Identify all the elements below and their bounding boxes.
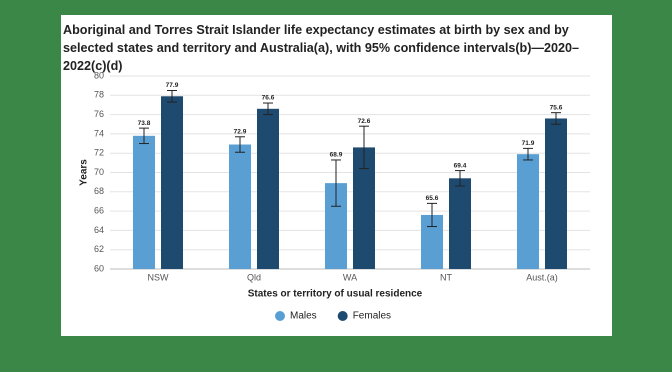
value-label: 73.8	[138, 120, 151, 127]
y-tick-label: 74	[94, 128, 104, 138]
value-label: 77.9	[166, 82, 179, 89]
bar	[325, 183, 347, 269]
x-tick-label: NT	[440, 272, 452, 282]
y-tick-label: 60	[94, 263, 104, 273]
y-tick-label: 62	[94, 244, 104, 254]
value-label: 68.9	[330, 152, 343, 159]
y-tick-label: 64	[94, 225, 104, 235]
bar	[449, 178, 471, 269]
error-bar	[455, 170, 465, 187]
error-bar	[263, 102, 273, 116]
chart-title: Aboriginal and Torres Strait Islander li…	[63, 23, 580, 73]
value-label: 72.6	[358, 118, 371, 125]
x-axis-label: States or territory of usual residence	[248, 289, 423, 300]
bar	[421, 214, 443, 269]
error-bar	[427, 202, 437, 228]
error-bar	[551, 112, 561, 125]
bar	[353, 147, 375, 269]
bar	[517, 154, 539, 269]
bar	[161, 96, 183, 269]
bar	[545, 118, 567, 270]
x-tick-label: NSW	[148, 272, 170, 282]
y-tick-label: 72	[94, 148, 104, 158]
value-label: 72.9	[234, 129, 247, 136]
value-label: 65.6	[426, 195, 439, 202]
error-bar	[167, 89, 177, 103]
value-label: 76.6	[262, 95, 275, 102]
legend-marker	[337, 311, 348, 321]
error-bar	[523, 147, 533, 161]
y-tick-label: 68	[94, 186, 104, 196]
error-bar	[359, 125, 369, 170]
y-tick-label: 70	[94, 167, 104, 177]
legend-label: Males	[290, 311, 317, 322]
value-label: 71.9	[522, 140, 535, 147]
bar	[257, 108, 279, 269]
error-bar	[235, 136, 245, 153]
value-label: 69.4	[454, 162, 467, 169]
x-tick-label: Qld	[247, 272, 261, 282]
y-tick-label: 80	[94, 70, 104, 80]
legend-label: Females	[353, 311, 391, 322]
y-tick-label: 66	[94, 205, 104, 215]
value-label: 75.6	[550, 104, 563, 111]
y-axis-label: Years	[79, 159, 90, 186]
bar	[229, 144, 251, 269]
x-tick-label: Aust.(a)	[526, 272, 558, 282]
legend-marker	[275, 311, 285, 321]
y-tick-label: 78	[94, 90, 104, 100]
bar	[133, 135, 155, 269]
error-bar	[139, 127, 149, 145]
y-tick-label: 76	[94, 109, 104, 119]
x-tick-label: WA	[343, 272, 357, 282]
error-bar	[331, 159, 341, 207]
